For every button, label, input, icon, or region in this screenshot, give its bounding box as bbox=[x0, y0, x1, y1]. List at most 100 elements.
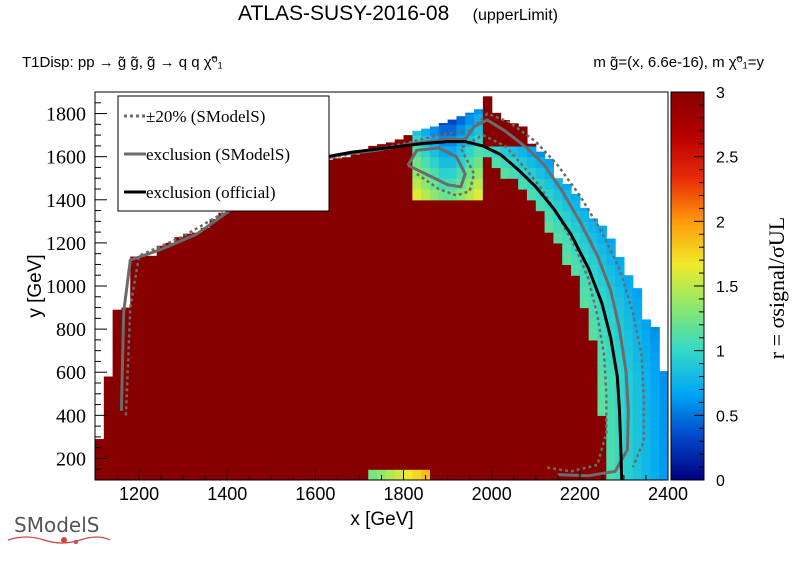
heatmap-cell bbox=[385, 286, 396, 298]
heatmap-cell bbox=[429, 264, 440, 276]
heatmap-cell bbox=[412, 383, 422, 395]
heatmap-cell bbox=[429, 221, 440, 233]
heatmap-cell bbox=[200, 415, 211, 427]
heatmap-cell bbox=[650, 383, 660, 395]
heatmap-cell bbox=[597, 307, 607, 319]
heatmap-cell bbox=[641, 469, 651, 480]
heatmap-cell bbox=[518, 393, 528, 406]
heatmap-cell bbox=[174, 404, 184, 416]
heatmap-cell bbox=[165, 339, 175, 352]
heatmap-cell bbox=[518, 210, 528, 222]
heatmap-cell bbox=[385, 189, 396, 201]
heatmap-cell bbox=[306, 242, 316, 255]
heatmap-cell bbox=[597, 436, 607, 449]
heatmap-cell bbox=[253, 221, 264, 233]
heatmap-cell bbox=[236, 307, 246, 319]
heatmap-cell bbox=[165, 286, 175, 298]
heatmap-cell bbox=[544, 383, 554, 395]
heatmap-cell bbox=[244, 286, 255, 298]
heatmap-cell bbox=[579, 447, 590, 460]
heatmap-cell bbox=[509, 145, 519, 158]
heatmap-cell bbox=[632, 307, 643, 319]
heatmap-cell bbox=[130, 372, 140, 384]
heatmap-cell bbox=[218, 447, 228, 460]
heatmap-cell bbox=[447, 383, 458, 395]
heatmap-cell bbox=[191, 447, 202, 460]
heatmap-cell bbox=[227, 415, 237, 427]
heatmap-cell bbox=[130, 469, 140, 480]
heatmap-cell bbox=[562, 242, 572, 255]
heatmap-cell bbox=[500, 178, 510, 190]
heatmap-cell bbox=[280, 383, 290, 395]
heatmap-cell bbox=[526, 199, 537, 212]
heatmap-cell bbox=[191, 458, 202, 470]
heatmap-cell bbox=[632, 372, 643, 384]
heatmap-cell bbox=[139, 361, 149, 373]
heatmap-cell bbox=[421, 361, 431, 373]
heatmap-cell bbox=[147, 339, 158, 352]
heatmap-cell bbox=[315, 339, 325, 352]
heatmap-cell bbox=[482, 350, 493, 363]
heatmap-cell bbox=[623, 318, 634, 330]
heatmap-cell bbox=[474, 404, 484, 416]
heatmap-cell bbox=[315, 383, 325, 395]
heatmap-cell bbox=[236, 383, 246, 395]
exclusion-curves bbox=[119, 112, 646, 480]
heatmap-cell bbox=[526, 253, 537, 266]
heatmap-cell bbox=[544, 264, 554, 276]
heatmap-cell bbox=[544, 415, 554, 427]
heatmap-cell bbox=[429, 426, 440, 438]
heatmap-cell bbox=[571, 307, 581, 319]
heatmap-cell bbox=[597, 458, 607, 470]
heatmap-cell bbox=[350, 189, 361, 201]
heatmap-cell bbox=[482, 253, 493, 266]
heatmap-cell bbox=[438, 123, 449, 125]
heatmap-cell bbox=[641, 339, 651, 352]
heatmap-cell bbox=[500, 253, 510, 266]
heatmap-cell bbox=[112, 469, 123, 480]
heatmap-cell bbox=[244, 221, 255, 233]
heatmap-cell bbox=[271, 296, 281, 309]
heatmap-cell bbox=[183, 415, 193, 427]
heatmap-cell bbox=[139, 415, 149, 427]
heatmap-cell bbox=[244, 372, 255, 384]
heatmap-cell bbox=[359, 167, 369, 179]
heatmap-cell bbox=[544, 210, 554, 222]
heatmap-cell bbox=[156, 415, 167, 427]
heatmap-cell bbox=[147, 447, 158, 460]
heatmap-cell bbox=[491, 436, 502, 449]
heatmap-cell bbox=[623, 372, 634, 384]
heatmap-cell bbox=[297, 339, 308, 352]
heatmap-cell bbox=[377, 275, 387, 287]
heatmap-cell bbox=[253, 415, 264, 427]
heatmap-cell bbox=[262, 339, 272, 352]
heatmap-cell bbox=[526, 458, 537, 470]
heatmap-cell bbox=[421, 329, 431, 341]
heatmap-cell bbox=[535, 447, 546, 460]
heatmap-cell bbox=[438, 318, 449, 330]
heatmap-cell bbox=[368, 210, 378, 222]
heatmap-cell bbox=[341, 458, 352, 470]
heatmap-cell bbox=[447, 393, 458, 406]
heatmap-cell bbox=[465, 210, 475, 222]
heatmap-cell bbox=[253, 458, 264, 470]
heatmap-cell bbox=[236, 469, 246, 480]
heatmap-cell bbox=[262, 458, 272, 470]
heatmap-cell bbox=[421, 393, 431, 406]
logo-text: SModelS bbox=[14, 513, 99, 537]
heatmap-cell bbox=[597, 339, 607, 352]
heatmap-cell bbox=[456, 199, 466, 212]
heatmap-cell bbox=[271, 426, 281, 438]
heatmap-cell bbox=[297, 404, 308, 416]
heatmap-cell bbox=[297, 275, 308, 287]
heatmap-cell bbox=[165, 275, 175, 287]
heatmap-cell bbox=[421, 199, 431, 212]
heatmap-cell bbox=[130, 458, 140, 470]
heatmap-cell bbox=[333, 458, 343, 470]
heatmap-cell bbox=[333, 469, 343, 480]
heatmap-cell bbox=[236, 458, 246, 470]
heatmap-cell bbox=[236, 275, 246, 287]
heatmap-cell bbox=[280, 436, 290, 449]
heatmap-cell bbox=[456, 350, 466, 363]
heatmap-cell bbox=[465, 275, 475, 287]
